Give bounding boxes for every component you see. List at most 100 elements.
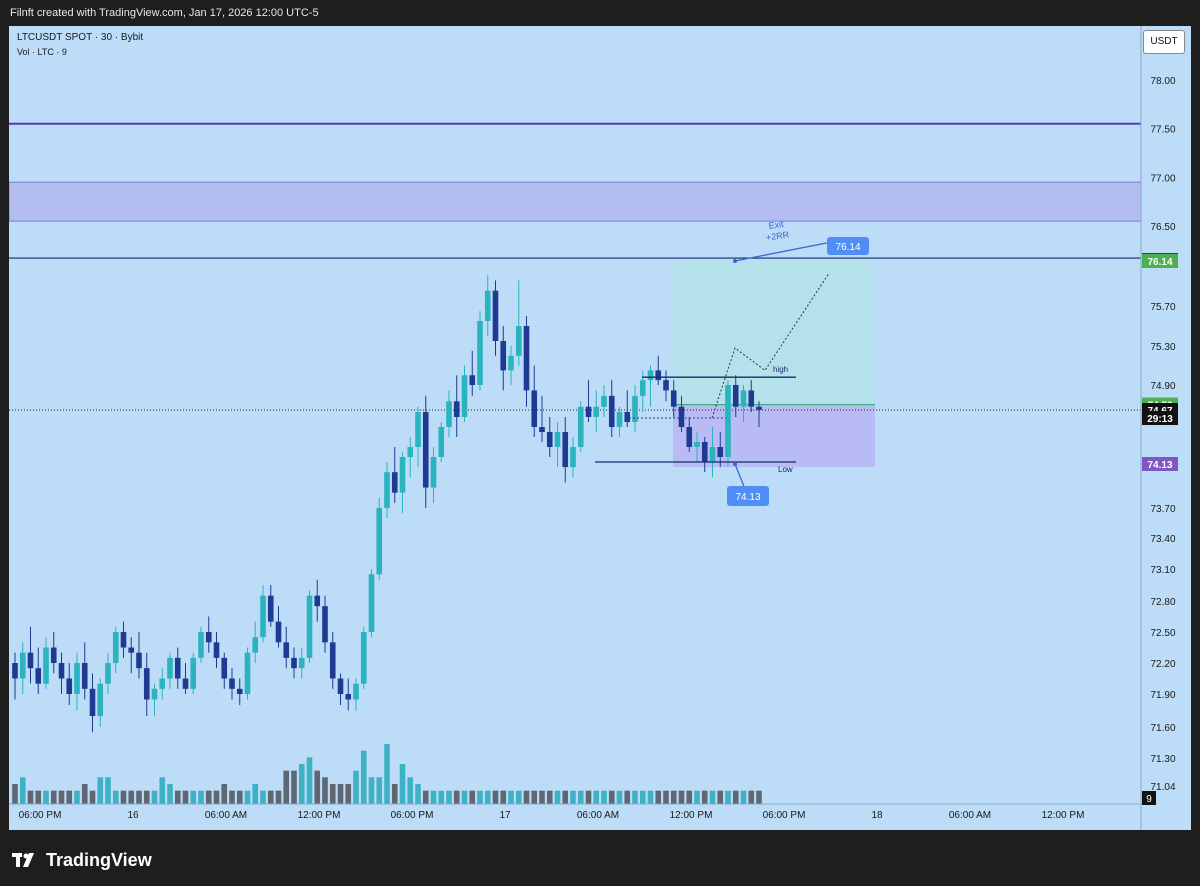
candle-body[interactable] bbox=[112, 632, 119, 663]
candle-body[interactable] bbox=[732, 385, 739, 407]
candle-body[interactable] bbox=[81, 663, 88, 689]
candle-body[interactable] bbox=[329, 642, 336, 679]
candle-body[interactable] bbox=[229, 678, 235, 689]
candle-body[interactable] bbox=[50, 647, 57, 664]
candle-body[interactable] bbox=[190, 657, 197, 689]
candle-body[interactable] bbox=[244, 652, 251, 694]
candle-body[interactable] bbox=[484, 290, 491, 321]
candle-body[interactable] bbox=[709, 447, 716, 462]
chart-area[interactable]: Exit +2RR 76.14 high Low 74.13 78.00 77.50 77.00… bbox=[9, 26, 1191, 830]
candle-body[interactable] bbox=[577, 406, 584, 447]
candle-body[interactable] bbox=[267, 595, 274, 622]
target-zone[interactable] bbox=[673, 261, 875, 405]
candle-body[interactable] bbox=[655, 370, 662, 381]
price-chart[interactable]: Exit+2RR 76.14 high Low 74.13 78.00 77.50 77.00… bbox=[9, 26, 1191, 830]
candle-body[interactable] bbox=[500, 341, 507, 371]
candle-body[interactable] bbox=[639, 380, 646, 396]
candle-body[interactable] bbox=[399, 457, 406, 493]
candle-body[interactable] bbox=[570, 447, 576, 468]
candle-body[interactable] bbox=[260, 595, 266, 638]
candle-body[interactable] bbox=[492, 290, 499, 341]
candle-body[interactable] bbox=[252, 637, 259, 653]
candle-body[interactable] bbox=[461, 375, 468, 417]
candle-body[interactable] bbox=[756, 406, 762, 410]
candle-body[interactable] bbox=[686, 427, 693, 447]
candle-body[interactable] bbox=[446, 401, 452, 427]
candle-body[interactable] bbox=[291, 657, 297, 669]
currency-button[interactable]: USDT bbox=[1143, 30, 1185, 54]
candle-body[interactable] bbox=[593, 406, 600, 417]
candle-body[interactable] bbox=[546, 432, 553, 447]
candle-body[interactable] bbox=[694, 442, 700, 447]
candle-body[interactable] bbox=[205, 632, 212, 643]
candle-body[interactable] bbox=[438, 427, 445, 457]
candle-body[interactable] bbox=[353, 683, 359, 700]
candle-body[interactable] bbox=[66, 678, 73, 695]
candle-body[interactable] bbox=[523, 326, 530, 391]
candle-body[interactable] bbox=[136, 652, 142, 669]
candle-body[interactable] bbox=[159, 678, 166, 689]
candle-body[interactable] bbox=[143, 668, 150, 700]
candle-body[interactable] bbox=[174, 657, 181, 679]
candle-body[interactable] bbox=[616, 412, 623, 427]
candle-body[interactable] bbox=[384, 472, 390, 508]
candle-body[interactable] bbox=[647, 370, 654, 381]
candle-body[interactable] bbox=[601, 395, 607, 407]
candle-body[interactable] bbox=[701, 442, 708, 462]
candle-body[interactable] bbox=[74, 663, 80, 694]
candle-body[interactable] bbox=[368, 574, 375, 632]
candle-body[interactable] bbox=[376, 508, 383, 575]
candle-body[interactable] bbox=[748, 390, 755, 407]
candle-body[interactable] bbox=[539, 427, 545, 432]
candle-body[interactable] bbox=[717, 447, 724, 457]
candle-body[interactable] bbox=[314, 595, 321, 607]
candle-body[interactable] bbox=[670, 390, 677, 407]
candle-body[interactable] bbox=[663, 380, 669, 391]
candle-body[interactable] bbox=[167, 657, 173, 679]
candle-body[interactable] bbox=[221, 657, 228, 679]
candle-body[interactable] bbox=[477, 321, 483, 385]
candle-body[interactable] bbox=[337, 678, 344, 695]
candle-body[interactable] bbox=[407, 447, 414, 457]
candle-body[interactable] bbox=[554, 432, 561, 447]
candle-body[interactable] bbox=[391, 472, 398, 493]
candle-body[interactable] bbox=[182, 678, 189, 689]
candle-body[interactable] bbox=[105, 663, 111, 684]
candle-body[interactable] bbox=[19, 652, 26, 679]
candle-body[interactable] bbox=[120, 632, 127, 648]
candle-body[interactable] bbox=[12, 663, 18, 679]
candle-body[interactable] bbox=[725, 385, 731, 457]
candle-body[interactable] bbox=[198, 632, 204, 658]
candle-body[interactable] bbox=[562, 432, 569, 468]
candle-body[interactable] bbox=[422, 412, 429, 488]
candle-body[interactable] bbox=[430, 457, 437, 488]
candle-body[interactable] bbox=[283, 642, 290, 658]
candle-body[interactable] bbox=[360, 632, 367, 684]
candle-body[interactable] bbox=[298, 657, 305, 669]
candle-body[interactable] bbox=[151, 688, 158, 700]
candle-body[interactable] bbox=[97, 683, 104, 716]
exit-arrow[interactable] bbox=[734, 241, 830, 262]
candle-body[interactable] bbox=[453, 401, 460, 417]
candle-body[interactable] bbox=[306, 595, 313, 658]
candle-body[interactable] bbox=[415, 412, 421, 447]
resistance-zone[interactable] bbox=[9, 181, 1142, 222]
candle-body[interactable] bbox=[58, 663, 65, 679]
candle-body[interactable] bbox=[236, 688, 243, 694]
projected-path[interactable] bbox=[711, 272, 830, 419]
candle-body[interactable] bbox=[740, 390, 747, 407]
candle-body[interactable] bbox=[515, 326, 522, 356]
candle-body[interactable] bbox=[508, 355, 514, 371]
candle-body[interactable] bbox=[624, 412, 631, 422]
candle-body[interactable] bbox=[469, 375, 476, 385]
candle-body[interactable] bbox=[531, 390, 538, 427]
candle-body[interactable] bbox=[128, 647, 135, 653]
candle-body[interactable] bbox=[608, 395, 615, 427]
candle-body[interactable] bbox=[322, 606, 328, 643]
candle-body[interactable] bbox=[345, 694, 352, 700]
candle-body[interactable] bbox=[27, 652, 34, 669]
candle-body[interactable] bbox=[213, 642, 220, 658]
candle-body[interactable] bbox=[632, 395, 638, 422]
candle-body[interactable] bbox=[275, 621, 282, 643]
candle-body[interactable] bbox=[585, 406, 592, 417]
